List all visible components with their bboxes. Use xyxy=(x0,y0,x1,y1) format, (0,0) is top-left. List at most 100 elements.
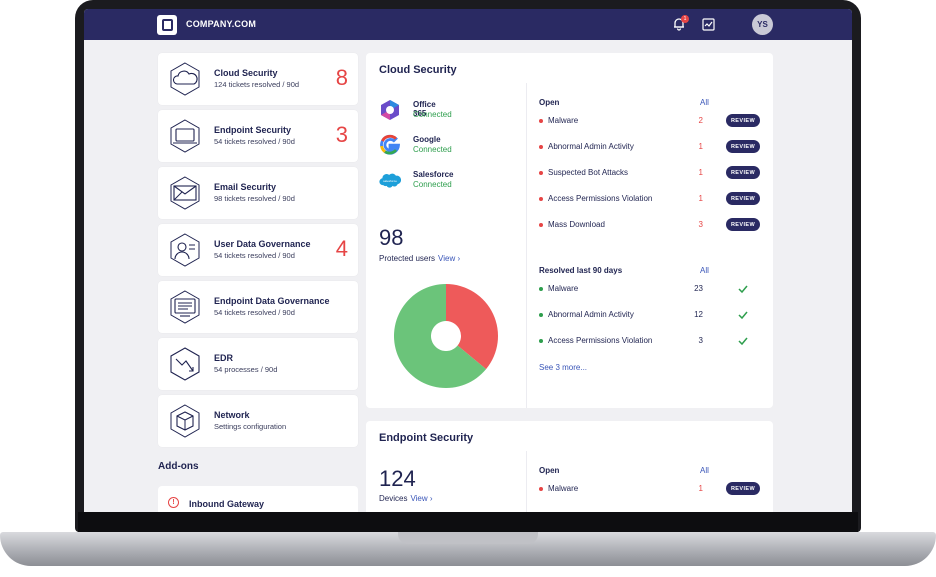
status-dot xyxy=(539,119,543,123)
sidebar-item-endpoint-security[interactable]: Endpoint Security 54 tickets resolved / … xyxy=(158,110,358,162)
company-logo-icon[interactable] xyxy=(157,15,177,35)
resolved-all-link[interactable]: All xyxy=(700,266,709,275)
sidebar-item-title: Endpoint Security xyxy=(214,125,292,135)
status-dot xyxy=(539,197,543,201)
devices-count: 124 xyxy=(379,466,416,491)
salesforce-logo-text: salesforce xyxy=(383,179,397,183)
open-count-badge: 3 xyxy=(335,122,348,147)
sidebar-item-title: EDR xyxy=(214,353,234,363)
salesforce-icon: salesforce xyxy=(379,173,401,188)
open-section-title: Open xyxy=(539,98,560,107)
open-row-mass-download: Mass Download 3 REVIEW xyxy=(539,218,761,232)
status-dot xyxy=(539,145,543,149)
review-button[interactable]: REVIEW xyxy=(726,218,760,231)
activity-chart-icon[interactable] xyxy=(702,18,715,31)
sidebar-item-subtitle: 54 processes / 90d xyxy=(214,365,278,374)
integration-status: Connected xyxy=(413,110,452,119)
sidebar-item-endpoint-data-governance[interactable]: Endpoint Data Governance 54 tickets reso… xyxy=(158,281,358,333)
protected-users-count: 98 xyxy=(379,225,404,250)
review-button[interactable]: REVIEW xyxy=(726,114,760,127)
sidebar-item-title: Network xyxy=(214,410,250,420)
cloud-security-panel: Cloud Security Office 365 Connected Goog… xyxy=(366,53,773,408)
laptop-icon xyxy=(170,119,200,153)
row-count: 1 xyxy=(698,168,703,177)
review-button[interactable]: REVIEW xyxy=(726,192,760,205)
row-count: 12 xyxy=(694,310,703,319)
status-dot xyxy=(539,313,543,317)
addon-inbound-gateway[interactable]: ! Inbound Gateway xyxy=(158,486,358,512)
open-row-abnormal-admin-activity: Abnormal Admin Activity 1 REVIEW xyxy=(539,140,761,154)
integration-status: Connected xyxy=(413,180,452,189)
sidebar-item-cloud-security[interactable]: Cloud Security 124 tickets resolved / 90… xyxy=(158,53,358,105)
open-all-link[interactable]: All xyxy=(700,466,709,475)
row-label: Malware xyxy=(548,284,579,293)
bell-icon[interactable] xyxy=(672,17,686,31)
panel-title: Cloud Security xyxy=(379,64,457,76)
resolved-row-malware: Malware 23 xyxy=(539,282,761,296)
view-protected-users-link[interactable]: View › xyxy=(438,254,461,263)
donut-slice-green xyxy=(394,284,487,388)
sidebar-item-subtitle: 98 tickets resolved / 90d xyxy=(214,194,295,203)
laptop-notch xyxy=(398,532,538,544)
integration-status: Connected xyxy=(413,145,452,154)
resolved-row-access-permissions-violation: Access Permissions Violation 3 xyxy=(539,334,761,348)
donut-slice-red xyxy=(446,284,498,370)
open-row-malware: Malware 2 REVIEW xyxy=(539,114,761,128)
user-avatar[interactable]: YS xyxy=(752,14,773,35)
addon-label: Inbound Gateway xyxy=(189,499,265,509)
row-count: 1 xyxy=(698,484,703,493)
addons-heading: Add-ons xyxy=(158,461,199,472)
panel-divider xyxy=(526,451,527,512)
open-all-link[interactable]: All xyxy=(700,98,709,107)
view-devices-link[interactable]: View › xyxy=(410,494,433,503)
sidebar-item-subtitle: 54 tickets resolved / 90d xyxy=(214,308,295,317)
row-label: Mass Download xyxy=(548,220,605,229)
edr-hexagon-icon xyxy=(170,347,200,381)
sidebar-item-user-data-governance[interactable]: User Data Governance 54 tickets resolved… xyxy=(158,224,358,276)
review-button[interactable]: REVIEW xyxy=(726,482,760,495)
resolved-section-title: Resolved last 90 days xyxy=(539,266,623,275)
row-count: 3 xyxy=(698,336,703,345)
sidebar-item-network[interactable]: Network Settings configuration xyxy=(158,395,358,447)
sidebar-item-email-security[interactable]: Email Security 98 tickets resolved / 90d xyxy=(158,167,358,219)
row-label: Access Permissions Violation xyxy=(548,194,653,203)
network-cube-icon xyxy=(170,404,200,438)
sidebar-item-title: Email Security xyxy=(214,182,277,192)
protected-users-donut-chart xyxy=(394,284,498,388)
review-button[interactable]: REVIEW xyxy=(726,166,760,179)
sidebar-item-edr[interactable]: EDR 54 processes / 90d xyxy=(158,338,358,390)
check-icon xyxy=(738,285,748,294)
see-more-link[interactable]: See 3 more... xyxy=(539,363,588,372)
status-dot xyxy=(539,171,543,175)
alert-circle-icon: ! xyxy=(168,497,179,508)
google-icon xyxy=(380,134,400,155)
sidebar-item-subtitle: Settings configuration xyxy=(214,422,287,431)
row-label: Malware xyxy=(548,484,579,493)
integration-name: Office 365 xyxy=(413,100,436,118)
sidebar-item-subtitle: 54 tickets resolved / 90d xyxy=(214,251,295,260)
envelope-icon xyxy=(170,176,200,210)
resolved-row-abnormal-admin-activity: Abnormal Admin Activity 12 xyxy=(539,308,761,322)
status-dot xyxy=(539,287,543,291)
user-badge-icon xyxy=(170,233,200,267)
office365-icon xyxy=(381,100,399,120)
sidebar-item-title: User Data Governance xyxy=(214,239,311,249)
notification-badge: 1 xyxy=(681,15,689,23)
status-dot xyxy=(539,487,543,491)
monitor-document-icon xyxy=(170,290,200,324)
integration-name: Salesforce xyxy=(413,170,454,179)
open-row-suspected-bot-attacks: Suspected Bot Attacks 1 REVIEW xyxy=(539,166,761,180)
row-count: 2 xyxy=(698,116,703,125)
check-icon xyxy=(738,337,748,346)
row-label: Abnormal Admin Activity xyxy=(548,310,634,319)
panel-title: Endpoint Security xyxy=(379,432,474,444)
review-button[interactable]: REVIEW xyxy=(726,140,760,153)
sidebar-item-title: Endpoint Data Governance xyxy=(214,296,330,306)
laptop-screen: COMPANY.COM 1 YS Cloud Security 124 tick… xyxy=(84,9,852,512)
status-dot xyxy=(539,223,543,227)
laptop-chin xyxy=(78,512,858,534)
devices-label: Devices View › xyxy=(379,494,433,503)
protected-users-label: Protected users View › xyxy=(379,254,461,263)
endpoint-open-row-malware: Malware 1 REVIEW xyxy=(539,482,761,496)
row-label: Access Permissions Violation xyxy=(548,336,653,345)
